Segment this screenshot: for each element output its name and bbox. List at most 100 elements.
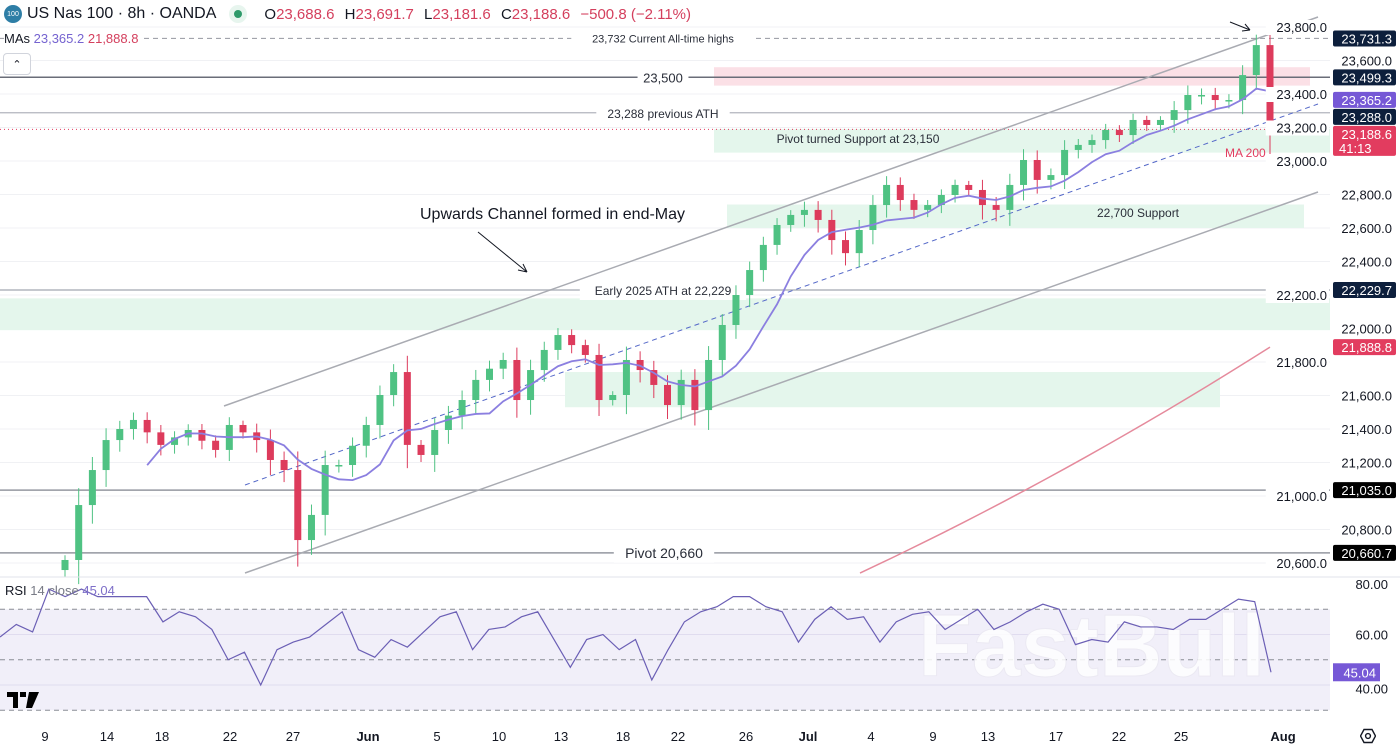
candle-body [376,394,384,425]
chart-header: 100 US Nas 100 · 8h · OANDA O23,688.6 H2… [4,5,697,23]
candle-body [458,400,466,416]
level-23500-label-bg [637,70,689,88]
ma-200-value: 21,888.8 [87,31,139,46]
candle [595,343,603,416]
time-tick: Jun [356,729,379,744]
candle-body [1252,45,1260,76]
candle-body [335,465,343,467]
tradingview-logo-icon[interactable] [7,692,41,708]
price-tick: 21,400.0 [1341,422,1392,437]
price-badge-text: 22,229.7 [1341,283,1392,298]
open-value: 23,688.6 [276,5,335,23]
early-ath-label-bg [579,284,747,301]
candle-body [732,295,740,325]
candle [814,201,822,233]
candle-body [362,424,370,446]
candle-body [390,372,398,395]
candle [978,179,986,220]
price-tick-bg [1265,355,1329,370]
candle-body [1239,75,1247,101]
price-badge [1333,282,1396,299]
low-label: L [424,5,433,23]
candle [431,418,439,472]
candle-body [431,430,439,455]
symbol-title[interactable]: US Nas 100 · 8h · OANDA [27,5,217,22]
time-tick: 22 [671,729,685,744]
candle-body [307,514,315,541]
candle-body [472,379,480,401]
candle-body [102,440,110,471]
time-tick: 13 [554,729,568,744]
candle-body [143,419,151,433]
time-tick: 13 [981,729,995,744]
candle [718,314,726,376]
change-value: −500.8 (−2.11%) [580,5,691,23]
candle-body [677,379,685,406]
candle [664,375,671,419]
candle-body [828,219,836,241]
candle-body [61,559,69,571]
candle [266,429,274,476]
price-badge-text: 21,035.0 [1341,483,1392,498]
candle-body [650,370,658,385]
candle [1088,134,1096,153]
candle [198,424,206,450]
candle [937,189,945,214]
candle [444,405,452,444]
price-tick-bg [1265,288,1329,303]
candle [677,369,685,420]
collapse-legend-button[interactable]: ⌃ [3,53,31,75]
price-badge [1333,108,1396,125]
candle-body [842,240,850,254]
price-badge-text: 23,188.6 [1341,127,1392,142]
candle-body [1225,100,1233,102]
price-tick-bg [1265,20,1329,35]
candle-body [951,184,959,196]
candle-body [883,184,891,206]
candle [705,346,713,430]
candle-body [814,209,822,220]
channel-upper-line [223,16,1319,407]
rsi-tick: 40.00 [1355,681,1388,696]
candle [1184,85,1192,124]
candle [842,231,850,266]
candle [910,193,918,219]
candle [732,285,740,339]
candle-body [609,394,617,401]
candle-body [978,189,986,206]
candle-body [595,354,603,401]
price-badge-text: 23,288.0 [1341,110,1392,125]
ma-legend[interactable]: MAs 23,365.2 21,888.8 [4,31,142,46]
candle-body [239,424,247,433]
candle [691,369,699,426]
price-badge [1333,69,1396,86]
candle [1115,125,1123,142]
rsi-badge [1333,663,1380,682]
candle [1211,87,1219,111]
candle-body [1156,119,1164,125]
prev-ath-label: 23,288 previous ATH [607,107,718,121]
candle-body [266,440,274,460]
candle-body [1006,184,1014,210]
candle [513,347,521,418]
price-tick: 22,600.0 [1341,221,1392,236]
candle [307,504,315,555]
candle-body [800,209,808,215]
rsi-params: 14 close [30,583,79,598]
time-tick: 18 [155,729,169,744]
candle [622,346,630,415]
candle-body [116,429,124,441]
settings-gear-icon[interactable] [1360,728,1376,744]
rsi-legend[interactable]: RSI 14 close 45.04 [5,583,115,598]
symbol-logo: 100 [4,5,22,23]
candle-body [540,349,548,371]
pivot-support-label: Pivot turned Support at 23,150 [777,132,940,146]
candle-body [554,335,562,350]
support-zone-early-ath [0,298,1330,331]
time-tick: 4 [867,729,874,744]
price-badge-text: 21,888.8 [1341,340,1392,355]
candle [321,450,329,536]
price-tick: 21,000.0 [1276,489,1327,504]
time-tick: 5 [433,729,440,744]
